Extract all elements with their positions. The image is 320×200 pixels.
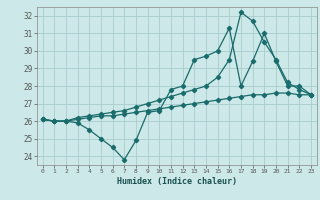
- X-axis label: Humidex (Indice chaleur): Humidex (Indice chaleur): [117, 177, 237, 186]
